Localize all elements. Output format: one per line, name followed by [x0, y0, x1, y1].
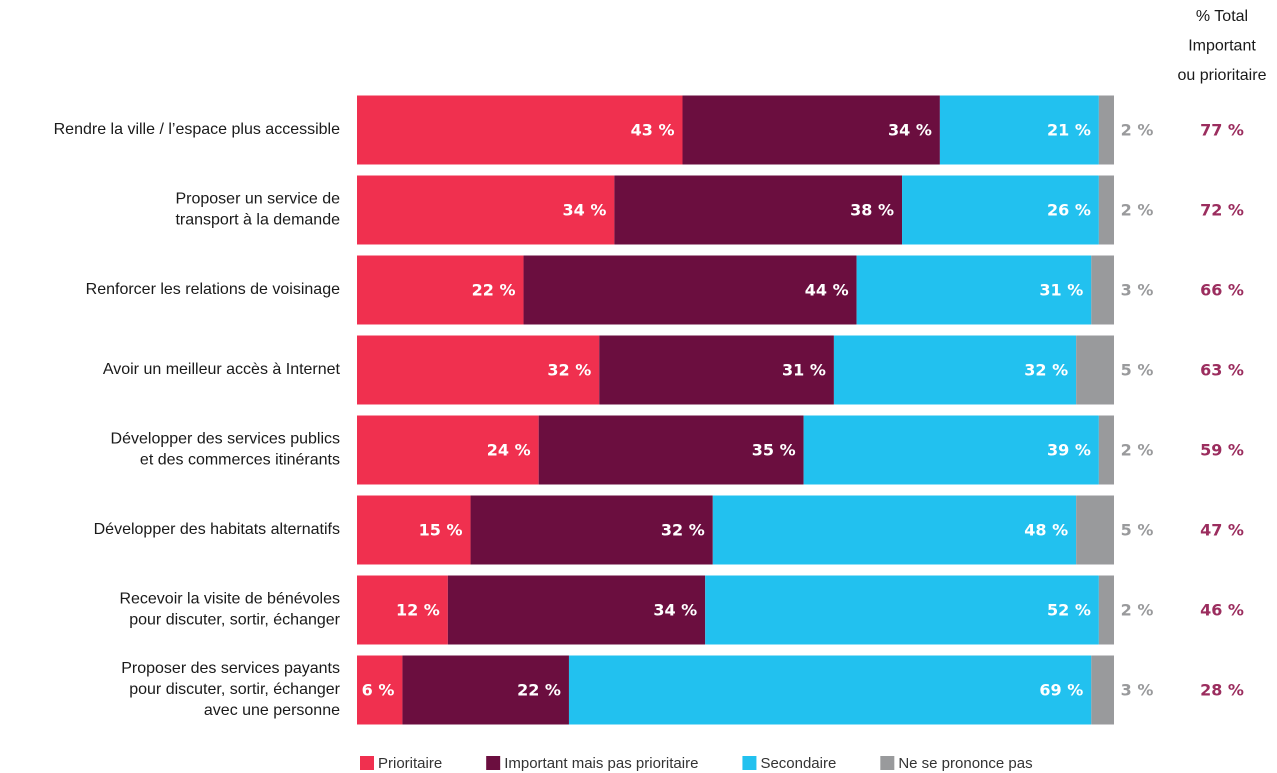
value-label: 3 % [1121, 281, 1154, 300]
legend-label: Ne se prononce pas [898, 755, 1032, 772]
totals-header: % Total [1196, 8, 1248, 25]
value-label: 52 % [1047, 601, 1091, 620]
total-label: 47 % [1200, 521, 1244, 540]
bar-segment [402, 655, 569, 725]
bar-segment [470, 495, 713, 565]
bar-segment [1091, 655, 1114, 725]
value-label: 39 % [1047, 441, 1091, 460]
value-label: 5 % [1121, 521, 1154, 540]
value-label: 31 % [782, 361, 826, 380]
value-label: 43 % [631, 121, 675, 140]
category-label: et des commerces itinérants [140, 452, 340, 469]
bar-segment [357, 255, 524, 325]
value-label: 34 % [888, 121, 932, 140]
bar-segment [1098, 175, 1114, 245]
category-label: transport à la demande [175, 212, 340, 229]
bar-segment [1098, 575, 1114, 645]
bar-segment [712, 495, 1077, 565]
category-label: Recevoir la visite de bénévoles [119, 591, 340, 608]
value-label: 12 % [396, 601, 440, 620]
category-label: Avoir un meilleur accès à Internet [103, 361, 341, 378]
legend-swatch [880, 756, 895, 770]
value-label: 2 % [1121, 441, 1154, 460]
legend-label: Secondaire [760, 755, 836, 772]
total-label: 46 % [1200, 601, 1244, 620]
value-label: 35 % [752, 441, 796, 460]
value-label: 38 % [850, 201, 894, 220]
bar-segment [614, 175, 903, 245]
bar-segment [357, 655, 403, 725]
total-label: 63 % [1200, 361, 1244, 380]
category-label: Développer des habitats alternatifs [94, 521, 340, 538]
bar-segment [523, 255, 857, 325]
value-label: 2 % [1121, 601, 1154, 620]
totals-header: ou prioritaire [1178, 67, 1267, 84]
legend-label: Important mais pas prioritaire [504, 755, 698, 772]
value-label: 6 % [362, 681, 395, 700]
bar-segment [1076, 335, 1114, 405]
value-label: 32 % [661, 521, 705, 540]
bar-segment [538, 415, 804, 485]
value-label: 24 % [487, 441, 531, 460]
bar-segment [357, 335, 600, 405]
bar-segment [357, 175, 615, 245]
bar-segment [902, 175, 1099, 245]
legend-swatch [360, 756, 374, 770]
category-label: pour discuter, sortir, échanger [129, 612, 340, 629]
total-label: 77 % [1200, 121, 1244, 140]
value-label: 34 % [563, 201, 607, 220]
value-label: 26 % [1047, 201, 1091, 220]
bar-segment [568, 655, 1092, 725]
bar-segment [357, 95, 683, 165]
bar-segment [1091, 255, 1114, 325]
total-label: 59 % [1200, 441, 1244, 460]
value-label: 31 % [1039, 281, 1083, 300]
bar-segment [833, 335, 1077, 405]
value-label: 32 % [1024, 361, 1068, 380]
bar-segment [856, 255, 1092, 325]
category-label: pour discuter, sortir, échanger [129, 681, 340, 698]
value-label: 2 % [1121, 201, 1154, 220]
value-label: 22 % [517, 681, 561, 700]
value-label: 69 % [1039, 681, 1083, 700]
bar-segment [599, 335, 834, 405]
value-label: 15 % [419, 521, 463, 540]
bar-segment [357, 415, 539, 485]
bar-segment [1098, 415, 1114, 485]
bar-segment [357, 575, 448, 645]
value-label: 22 % [472, 281, 516, 300]
category-label: Renforcer les relations de voisinage [86, 281, 340, 298]
value-label: 2 % [1121, 121, 1154, 140]
category-label: avec une personne [204, 702, 340, 719]
legend-swatch [486, 756, 501, 770]
bar-segment [447, 575, 706, 645]
total-label: 28 % [1200, 681, 1244, 700]
value-label: 21 % [1047, 121, 1091, 140]
category-label: Développer des services publics [111, 431, 340, 448]
bar-segment [939, 95, 1099, 165]
legend-swatch [742, 756, 757, 770]
bar-segment [1098, 95, 1114, 165]
category-label: Proposer un service de [175, 191, 340, 208]
legend-label: Prioritaire [378, 755, 442, 772]
value-label: 44 % [805, 281, 849, 300]
bar-segment [1076, 495, 1114, 565]
bar-segment [803, 415, 1099, 485]
value-label: 5 % [1121, 361, 1154, 380]
value-label: 48 % [1024, 521, 1068, 540]
value-label: 32 % [547, 361, 591, 380]
value-label: 34 % [653, 601, 697, 620]
total-label: 72 % [1200, 201, 1244, 220]
bar-segment [682, 95, 940, 165]
category-label: Rendre la ville / l’espace plus accessib… [54, 121, 340, 138]
value-label: 3 % [1121, 681, 1154, 700]
totals-header: Important [1188, 38, 1256, 55]
bar-segment [705, 575, 1099, 645]
total-label: 66 % [1200, 281, 1244, 300]
bar-segment [357, 495, 471, 565]
category-label: Proposer des services payants [121, 660, 340, 677]
